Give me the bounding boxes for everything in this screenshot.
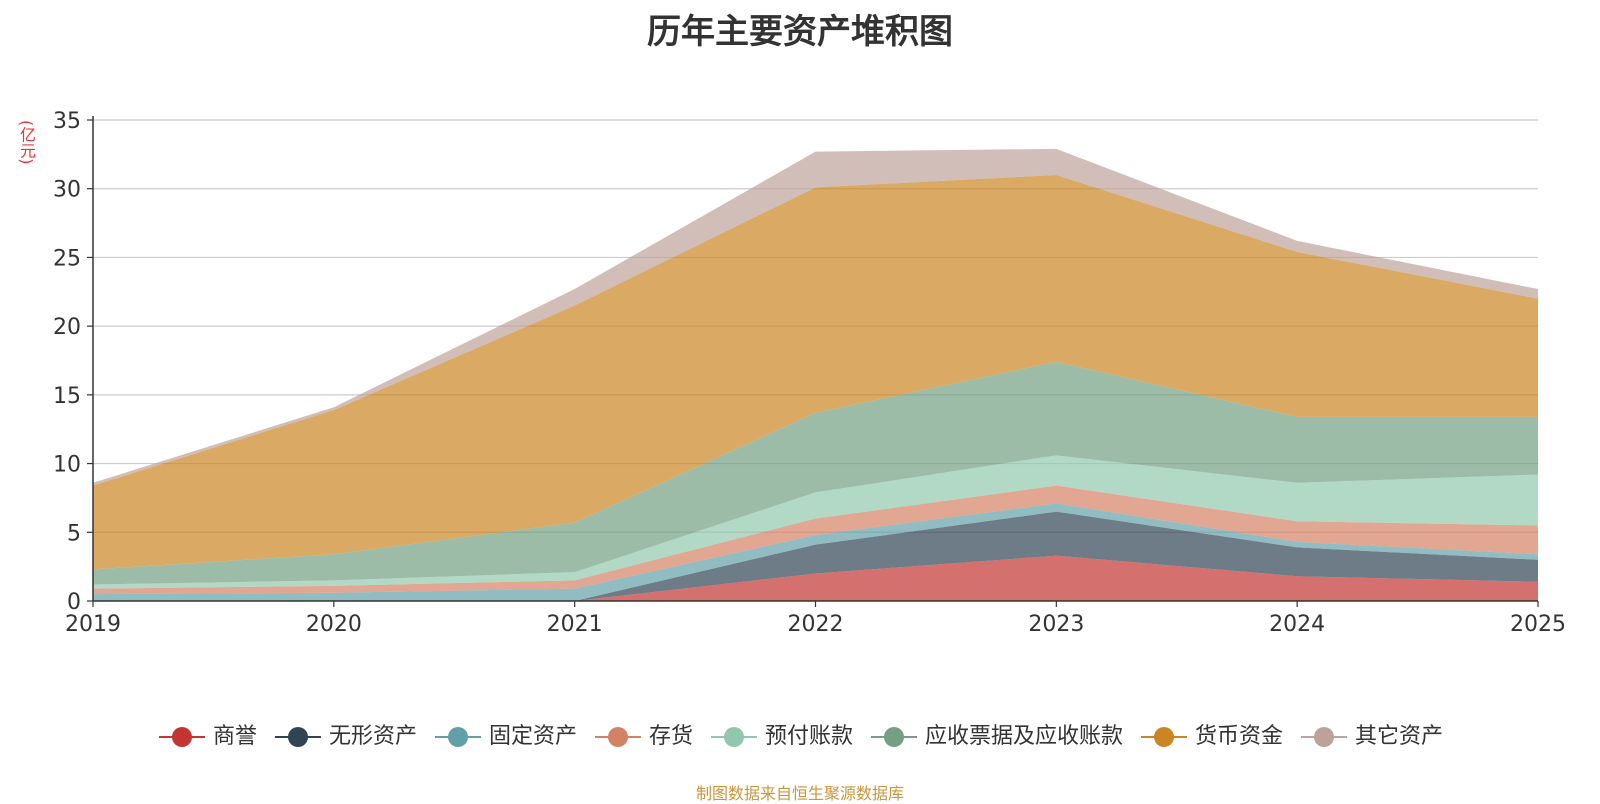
- legend-swatch-icon: [594, 727, 641, 747]
- area-series-5: [93, 455, 1538, 589]
- x-tick-label: 2021: [547, 612, 603, 637]
- legend-label: 货币资金: [1195, 724, 1284, 749]
- y-tick-label: 25: [53, 246, 81, 271]
- legend-swatch-icon: [158, 727, 205, 747]
- legend-label: 商誉: [212, 724, 257, 749]
- area-series-3: [93, 503, 1538, 601]
- legend-item[interactable]: 应收票据及应收账款: [869, 718, 1123, 750]
- legend-item[interactable]: 其它资产: [1299, 718, 1443, 750]
- legend: 商誉 无形资产 固定资产 存货 预付账款 应收票据及应收账款 货币资金 其它资产: [0, 718, 1600, 750]
- legend-item[interactable]: 存货: [593, 718, 693, 750]
- y-tick-label: 30: [53, 178, 81, 203]
- x-tick-label: 2025: [1510, 612, 1566, 637]
- x-tick-label: 2022: [788, 612, 844, 637]
- legend-swatch-icon: [1301, 727, 1348, 747]
- area-series-6: [93, 361, 1538, 585]
- legend-swatch-icon: [274, 727, 321, 747]
- x-tick-label: 2019: [65, 612, 121, 637]
- x-tick-label: 2023: [1028, 612, 1084, 637]
- y-tick-label: 0: [67, 590, 81, 615]
- x-tick-label: 2024: [1269, 612, 1325, 637]
- legend-item[interactable]: 无形资产: [273, 718, 417, 750]
- y-tick-label: 15: [53, 384, 81, 409]
- y-tick-label: 10: [53, 453, 81, 478]
- legend-item[interactable]: 商誉: [157, 718, 257, 750]
- y-tick-label: 5: [67, 521, 81, 546]
- y-tick-label: 20: [53, 315, 81, 340]
- legend-swatch-icon: [1141, 727, 1188, 747]
- area-series-4: [93, 485, 1538, 595]
- legend-label: 无形资产: [328, 724, 417, 749]
- area-series-1: [93, 555, 1538, 601]
- y-axis-unit-label: (亿元): [17, 120, 36, 165]
- chart-title: 历年主要资产堆积图: [647, 12, 953, 52]
- y-tick-label: 35: [53, 109, 81, 134]
- legend-item[interactable]: 货币资金: [1139, 718, 1283, 750]
- legend-label: 其它资产: [1355, 724, 1444, 749]
- legend-label: 存货: [648, 724, 693, 749]
- area-series: [93, 148, 1538, 601]
- area-series-7: [93, 174, 1538, 570]
- source-note: 制图数据来自恒生聚源数据库: [695, 784, 904, 803]
- legend-swatch-icon: [871, 727, 918, 747]
- legend-item[interactable]: 预付账款: [709, 718, 853, 750]
- legend-label: 固定资产: [488, 724, 577, 749]
- area-series-2: [93, 511, 1538, 601]
- legend-item[interactable]: 固定资产: [433, 718, 577, 750]
- legend-swatch-icon: [434, 727, 481, 747]
- legend-label: 应收票据及应收账款: [925, 724, 1124, 749]
- x-tick-label: 2020: [306, 612, 362, 637]
- legend-swatch-icon: [711, 727, 757, 747]
- legend-label: 预付账款: [765, 724, 854, 749]
